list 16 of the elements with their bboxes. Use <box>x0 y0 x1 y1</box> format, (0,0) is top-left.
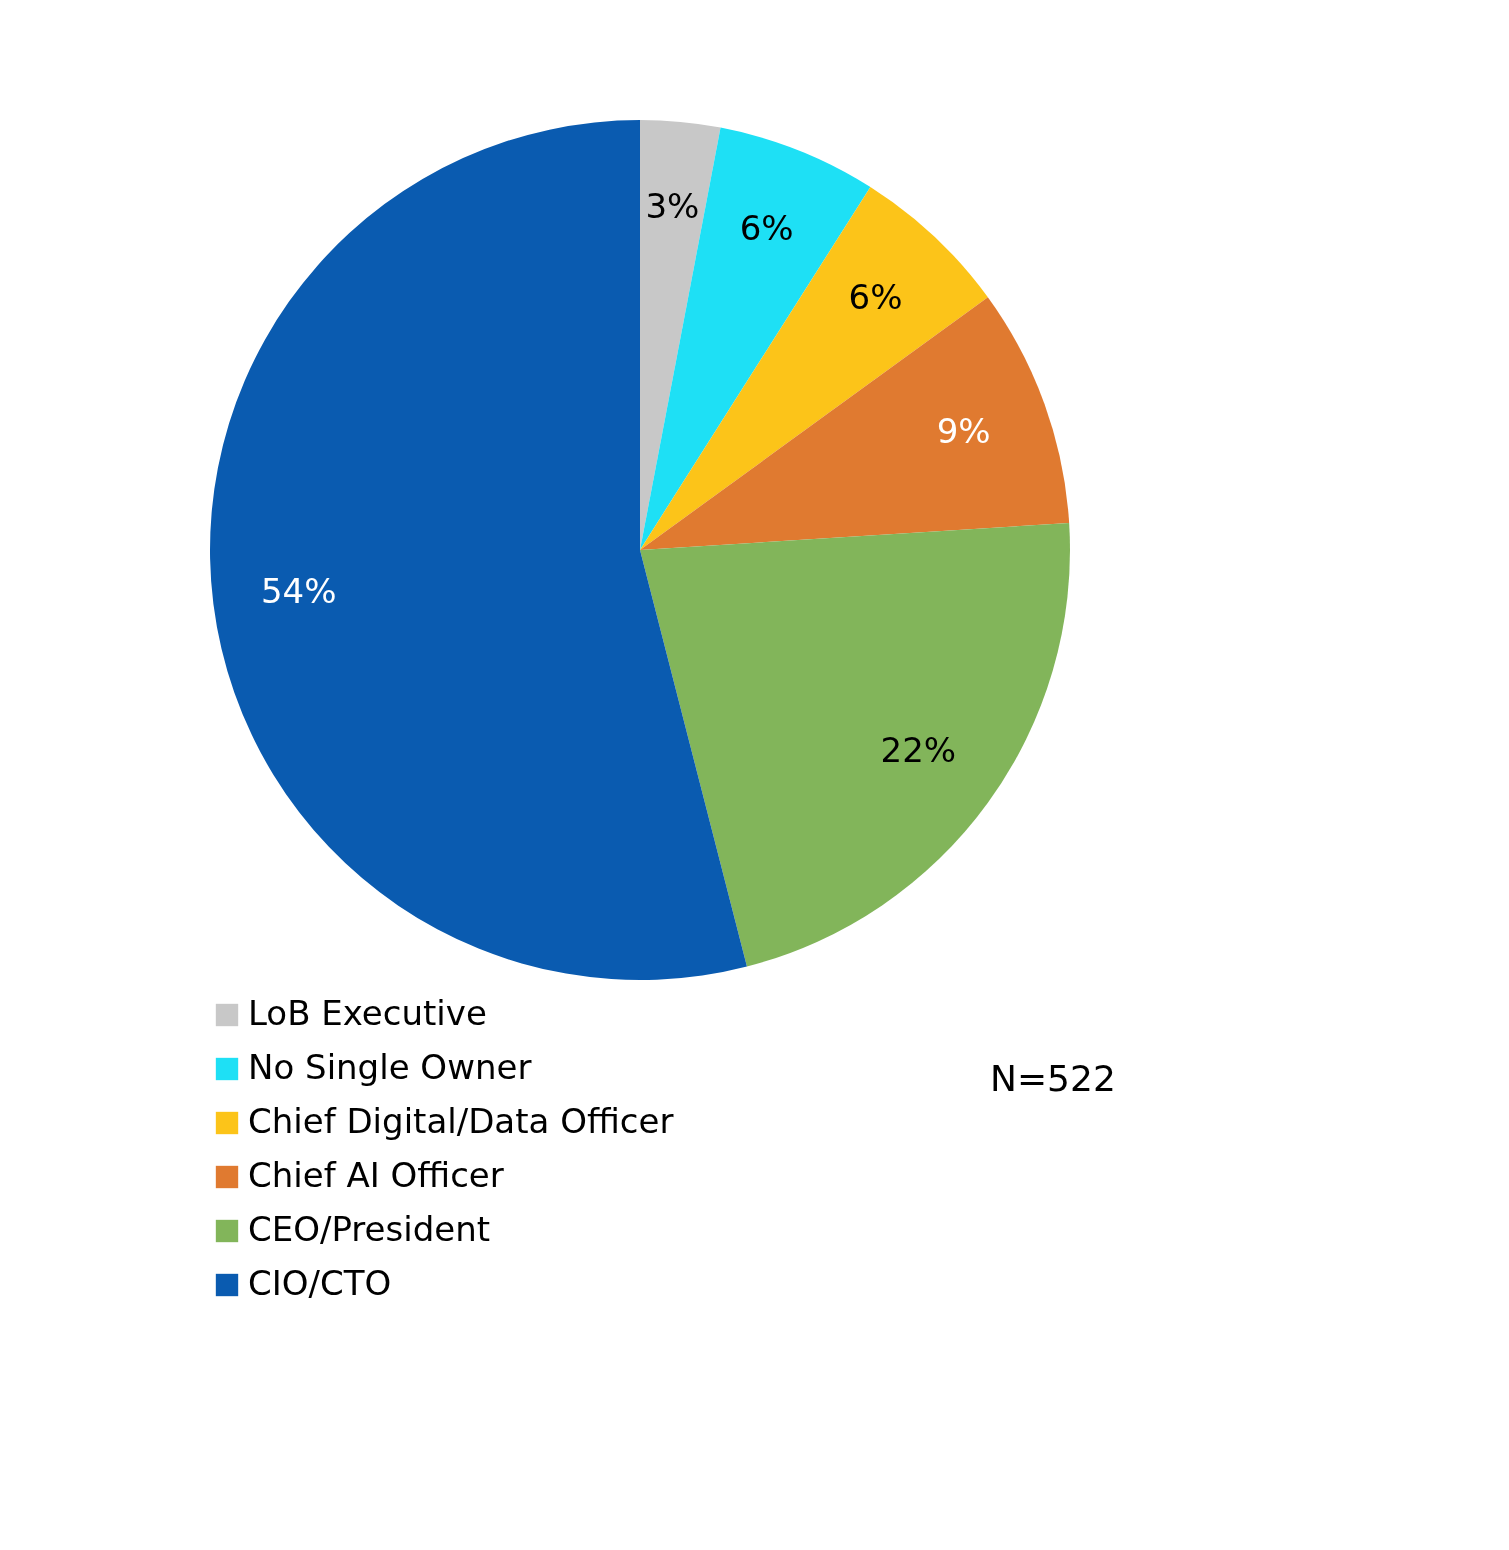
data-label: 9% <box>936 411 991 452</box>
data-label: 3% <box>645 185 700 226</box>
legend-label: No Single Owner <box>248 1047 532 1087</box>
pie-slice <box>640 186 988 550</box>
legend-label: CEO/President <box>248 1209 491 1249</box>
legend-label: Chief Digital/Data Officer <box>248 1101 674 1141</box>
text: N=522 <box>990 1058 1116 1099</box>
data-label: 6% <box>739 208 794 249</box>
legend-label: CIO/CTO <box>248 1263 392 1303</box>
data-label: 22% <box>880 730 957 771</box>
data-label: 6% <box>848 277 903 318</box>
legend-label: Chief AI Officer <box>248 1155 504 1195</box>
legend-label: LoB Executive <box>248 993 487 1033</box>
data-label: 54% <box>260 571 337 612</box>
pie-slice <box>640 120 721 550</box>
pie-slice <box>640 523 1070 967</box>
